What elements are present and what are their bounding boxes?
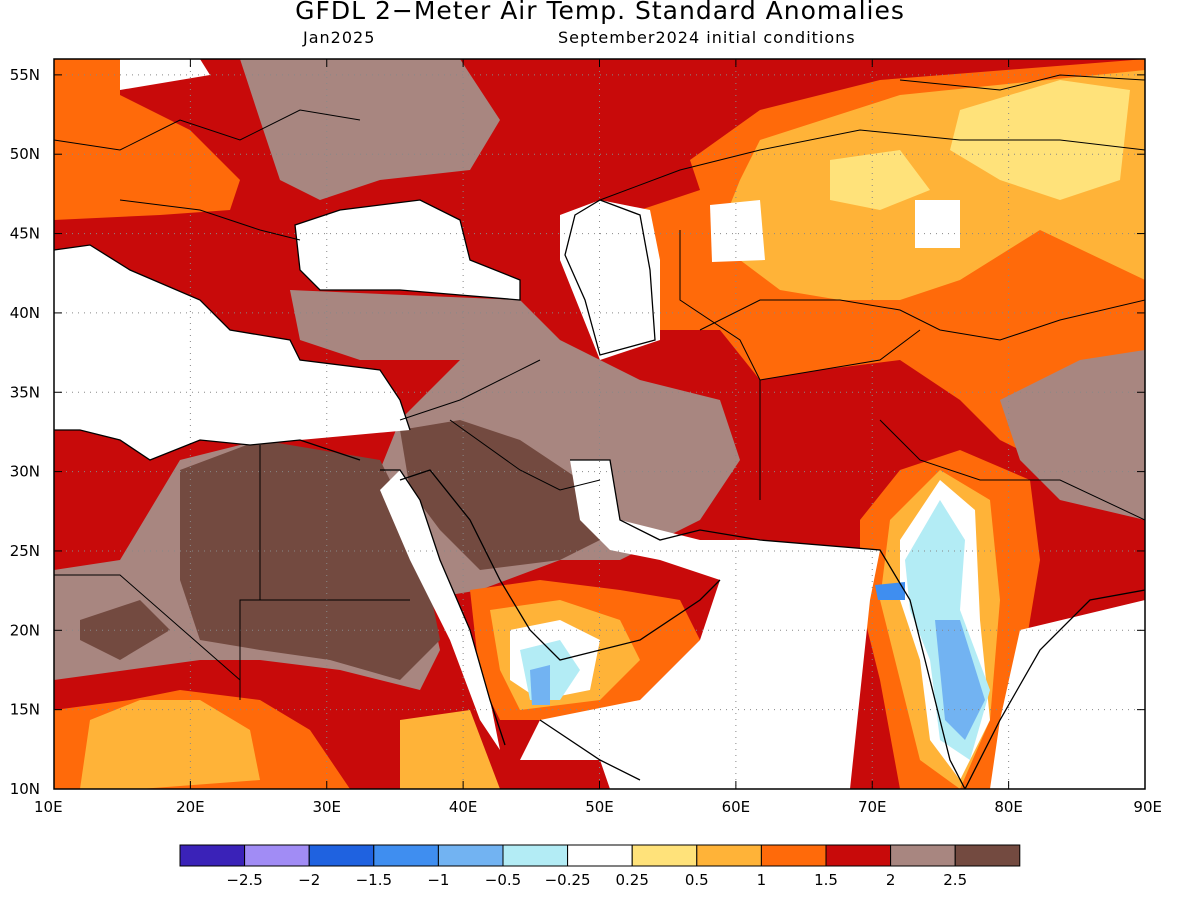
lon-tick-label: 60E <box>722 798 751 816</box>
lat-tick-label: 20N <box>10 621 40 639</box>
lat-tick-label: 10N <box>10 780 40 798</box>
lat-tick-label: 50N <box>10 145 40 163</box>
anomaly-region-2.5 <box>400 420 600 570</box>
latitude-labels: 10N 15N 20N 25N 30N 35N 40N 45N 50N 55N <box>10 66 40 798</box>
anomaly-region-neg1.5 <box>875 582 905 600</box>
masked-sea <box>915 200 960 248</box>
anomaly-region-1 <box>400 710 500 789</box>
colorbar-swatch <box>373 844 439 867</box>
anomaly-region-2.5 <box>180 440 440 680</box>
colorbar-swatch <box>244 844 310 867</box>
colorbar-swatch <box>567 844 633 867</box>
colorbar-swatch <box>179 844 246 867</box>
colorbar-label: −0.25 <box>545 871 591 889</box>
masked-sea <box>560 200 660 360</box>
colorbar-label: −1 <box>427 871 449 889</box>
colorbar <box>179 844 1021 867</box>
masked-sea <box>990 600 1145 789</box>
lon-tick-label: 10E <box>34 798 63 816</box>
colorbar-swatch <box>696 844 762 867</box>
colorbar-label: 2.5 <box>943 871 967 889</box>
anomaly-region-2.0-high <box>240 59 500 200</box>
chart-title: GFDL 2−Meter Air Temp. Standard Anomalie… <box>295 0 905 25</box>
lat-tick-label: 25N <box>10 542 40 560</box>
colorbar-label: 1 <box>757 871 767 889</box>
longitude-labels: 10E 20E 30E 40E 50E 60E 70E 80E 90E <box>34 798 1162 816</box>
masked-sea <box>120 59 210 90</box>
lon-tick-label: 50E <box>585 798 614 816</box>
lon-tick-label: 20E <box>176 798 205 816</box>
colorbar-swatch <box>502 844 569 867</box>
anomaly-region-0.5 <box>830 150 930 210</box>
masked-sea <box>520 460 880 789</box>
masked-sea <box>710 200 765 262</box>
anomaly-region-2.5 <box>80 600 170 660</box>
colorbar-swatch <box>631 844 698 867</box>
lat-tick-label: 15N <box>10 701 40 719</box>
lon-tick-label: 30E <box>312 798 341 816</box>
masked-sea <box>295 200 520 300</box>
anomaly-region-1.5 <box>54 59 240 220</box>
initial-conditions-label: September2024 initial conditions <box>558 28 856 47</box>
colorbar-swatch <box>825 844 892 867</box>
masked-sea <box>54 245 410 460</box>
colorbar-label: −0.5 <box>485 871 521 889</box>
masked-sea <box>380 470 500 750</box>
colorbar-swatch <box>308 844 375 867</box>
colorbar-label: 0.25 <box>615 871 648 889</box>
coastlines <box>54 199 1145 789</box>
lon-tick-label: 40E <box>449 798 478 816</box>
colorbar-labels: −2.5 −2 −1.5 −1 −0.5 −0.25 0.25 0.5 1 1.5 2 2.5 <box>226 871 967 889</box>
colorbar-label: 1.5 <box>814 871 838 889</box>
lat-tick-label: 30N <box>10 463 40 481</box>
colorbar-label: −2.5 <box>226 871 262 889</box>
colorbar-label: 0.5 <box>685 871 709 889</box>
anomaly-region-1 <box>80 700 260 789</box>
axis-ticks <box>53 59 1146 790</box>
lat-tick-label: 40N <box>10 304 40 322</box>
colorbar-swatch <box>760 844 827 867</box>
lat-tick-label: 55N <box>10 66 40 84</box>
colorbar-label: 2 <box>886 871 896 889</box>
lon-tick-label: 80E <box>994 798 1023 816</box>
forecast-month: Jan2025 <box>303 28 376 47</box>
colorbar-swatch <box>954 844 1021 867</box>
lon-tick-label: 70E <box>858 798 887 816</box>
anomaly-region-neg1 <box>530 665 550 705</box>
lat-tick-label: 35N <box>10 383 40 401</box>
country-borders <box>54 74 1145 700</box>
colorbar-swatch <box>890 844 956 867</box>
lat-tick-label: 45N <box>10 225 40 243</box>
colorbar-swatch <box>437 844 504 867</box>
anomaly-region-2.0-high <box>1000 350 1145 520</box>
colorbar-label: −2 <box>298 871 320 889</box>
colorbar-label: −1.5 <box>356 871 392 889</box>
lon-tick-label: 90E <box>1133 798 1162 816</box>
anomaly-fields <box>54 59 1145 789</box>
